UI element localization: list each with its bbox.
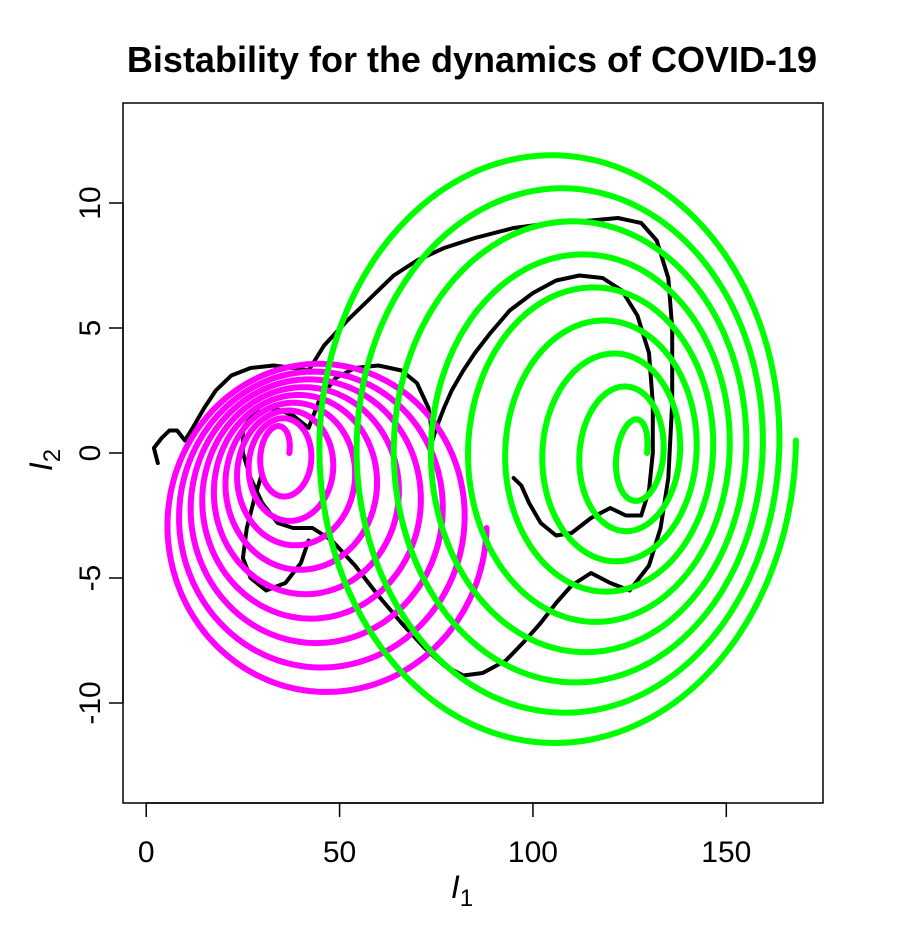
chart-title: Bistability for the dynamics of COVID-19 xyxy=(127,39,817,80)
x-axis-label-subscript: 1 xyxy=(460,885,473,912)
y-tick-label: 5 xyxy=(74,320,107,337)
x-axis-label-symbol: I xyxy=(451,869,460,905)
series-line-4 xyxy=(316,152,799,746)
x-tick-label: 0 xyxy=(138,836,155,869)
x-tick-label: 150 xyxy=(701,836,751,869)
x-tick-label: 50 xyxy=(323,836,356,869)
y-tick-label: -5 xyxy=(74,565,107,592)
x-tick-label: 100 xyxy=(508,836,558,869)
y-axis-label: I2 xyxy=(23,449,66,471)
series-line-3 xyxy=(164,360,490,695)
y-axis-label-symbol: I xyxy=(23,462,59,471)
y-axis-label-subscript: 2 xyxy=(39,449,66,462)
y-tick-label: 10 xyxy=(74,186,107,219)
y-tick-label: -10 xyxy=(74,681,107,724)
series-layer xyxy=(151,152,799,746)
axis-layer: 0 50 100 150 -10 -5 0 5 10 xyxy=(74,186,751,869)
y-tick-label: 0 xyxy=(74,445,107,462)
x-axis-label: I1 xyxy=(451,869,473,912)
